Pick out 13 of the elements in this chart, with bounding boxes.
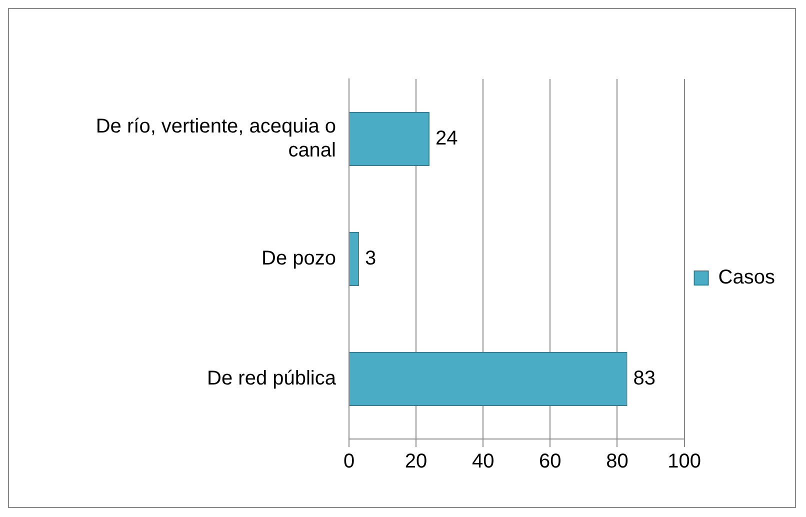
x-tick-label: 60: [539, 450, 562, 473]
data-label: 83: [633, 368, 656, 390]
x-tick-label: 100: [668, 450, 701, 473]
y-tick-label: De río, vertiente, acequia o canal: [96, 116, 336, 162]
legend-label: Casos: [718, 266, 776, 289]
x-tick-label: 20: [404, 450, 428, 473]
x-tick-label: 0: [343, 450, 355, 473]
data-label: 3: [365, 248, 376, 270]
y-tick-label: De red pública: [207, 368, 337, 390]
x-tick-label: 40: [472, 450, 494, 473]
data-label: 24: [435, 128, 458, 150]
x-tick-label: 80: [606, 450, 628, 473]
y-tick-label: De pozo: [262, 248, 336, 270]
